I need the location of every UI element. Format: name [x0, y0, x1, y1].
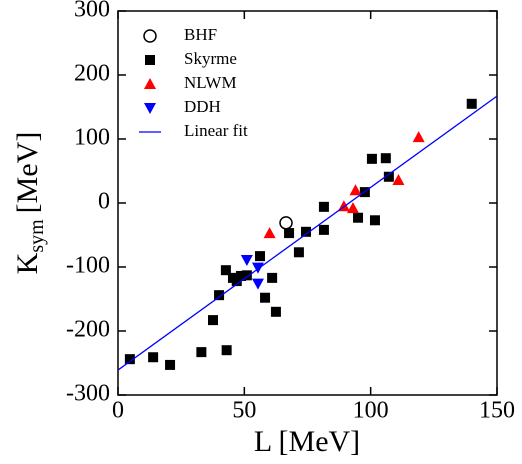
x-tick-label: 150 — [479, 398, 515, 424]
point — [214, 290, 225, 301]
legend-label: DDH — [184, 97, 221, 116]
point — [267, 272, 278, 283]
point — [284, 228, 295, 239]
fit-line — [117, 95, 498, 371]
point — [254, 251, 265, 262]
legend-swatch — [144, 78, 156, 89]
point — [208, 315, 219, 326]
x-tick-label: 50 — [232, 398, 256, 424]
point — [349, 184, 362, 196]
point — [412, 131, 425, 143]
x-axis-label: L [MeV] — [254, 425, 360, 458]
point — [318, 224, 329, 235]
point — [231, 276, 242, 287]
y-label-unit: [MeV] — [11, 132, 44, 214]
y-label-sub: sym — [26, 219, 48, 253]
point — [293, 247, 304, 258]
point — [241, 270, 252, 281]
y-tick-label: 0 — [98, 189, 110, 215]
legend-swatch — [143, 29, 157, 43]
y-label-base: K — [11, 252, 44, 274]
point — [279, 216, 293, 230]
legend-label: BHF — [184, 25, 217, 44]
point — [300, 226, 311, 237]
plot-frame — [117, 10, 498, 396]
y-axis-label: Ksym [MeV] — [11, 132, 48, 275]
point — [148, 352, 159, 363]
point — [392, 173, 405, 185]
y-tick-label: -300 — [66, 381, 110, 407]
point — [270, 306, 281, 317]
point — [220, 265, 231, 276]
point — [366, 153, 377, 164]
legend-label: NLWM — [184, 73, 237, 92]
point — [369, 215, 380, 226]
point — [240, 254, 253, 266]
y-tick-label: 300 — [74, 0, 110, 23]
point — [380, 153, 391, 164]
point — [251, 278, 264, 290]
x-tick-label: 100 — [353, 398, 389, 424]
legend-label: Linear fit — [184, 121, 248, 140]
point — [318, 201, 329, 212]
point — [346, 202, 359, 214]
y-tick-label: 100 — [74, 125, 110, 151]
point — [221, 345, 232, 356]
point — [263, 227, 276, 239]
point — [466, 98, 477, 109]
legend-label: Skyrme — [184, 49, 237, 68]
y-tick-label: 200 — [74, 61, 110, 87]
y-tick-label: -100 — [66, 253, 110, 279]
point — [124, 354, 135, 365]
point — [260, 292, 271, 303]
point — [165, 359, 176, 370]
x-tick-label: 0 — [112, 398, 124, 424]
point — [196, 347, 207, 358]
legend-swatch — [144, 103, 156, 114]
point — [236, 270, 247, 281]
point — [383, 171, 394, 182]
point — [353, 212, 364, 223]
y-tick-label: -200 — [66, 317, 110, 343]
legend-swatch — [145, 55, 155, 65]
